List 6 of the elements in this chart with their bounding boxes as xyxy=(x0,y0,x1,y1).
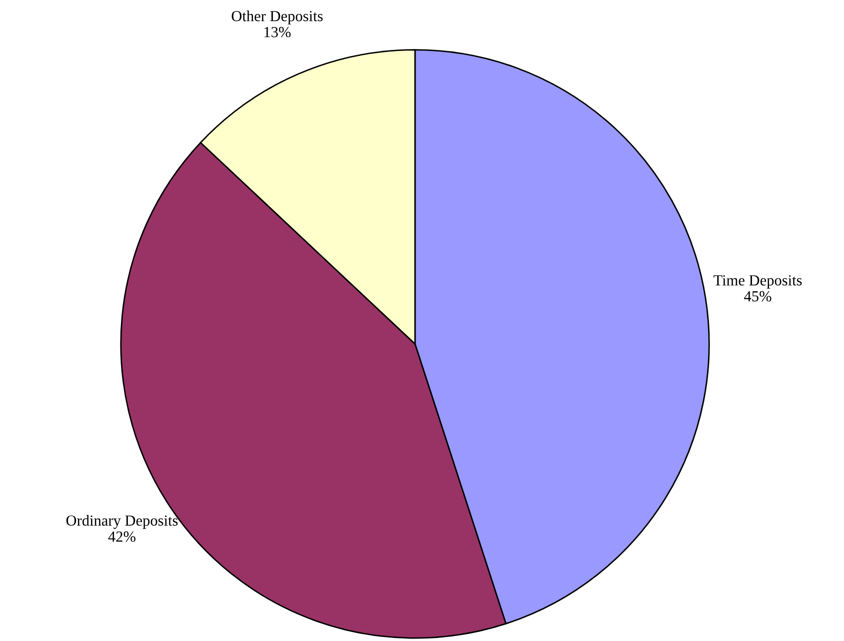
data-label: 45% xyxy=(744,291,772,302)
data-label: 13% xyxy=(264,26,291,38)
data-label: 42% xyxy=(108,531,136,542)
slice-label: Time Deposits xyxy=(714,275,802,289)
slice-label: Ordinary Deposits xyxy=(66,514,178,529)
slice-label: Other Deposits xyxy=(232,10,323,24)
